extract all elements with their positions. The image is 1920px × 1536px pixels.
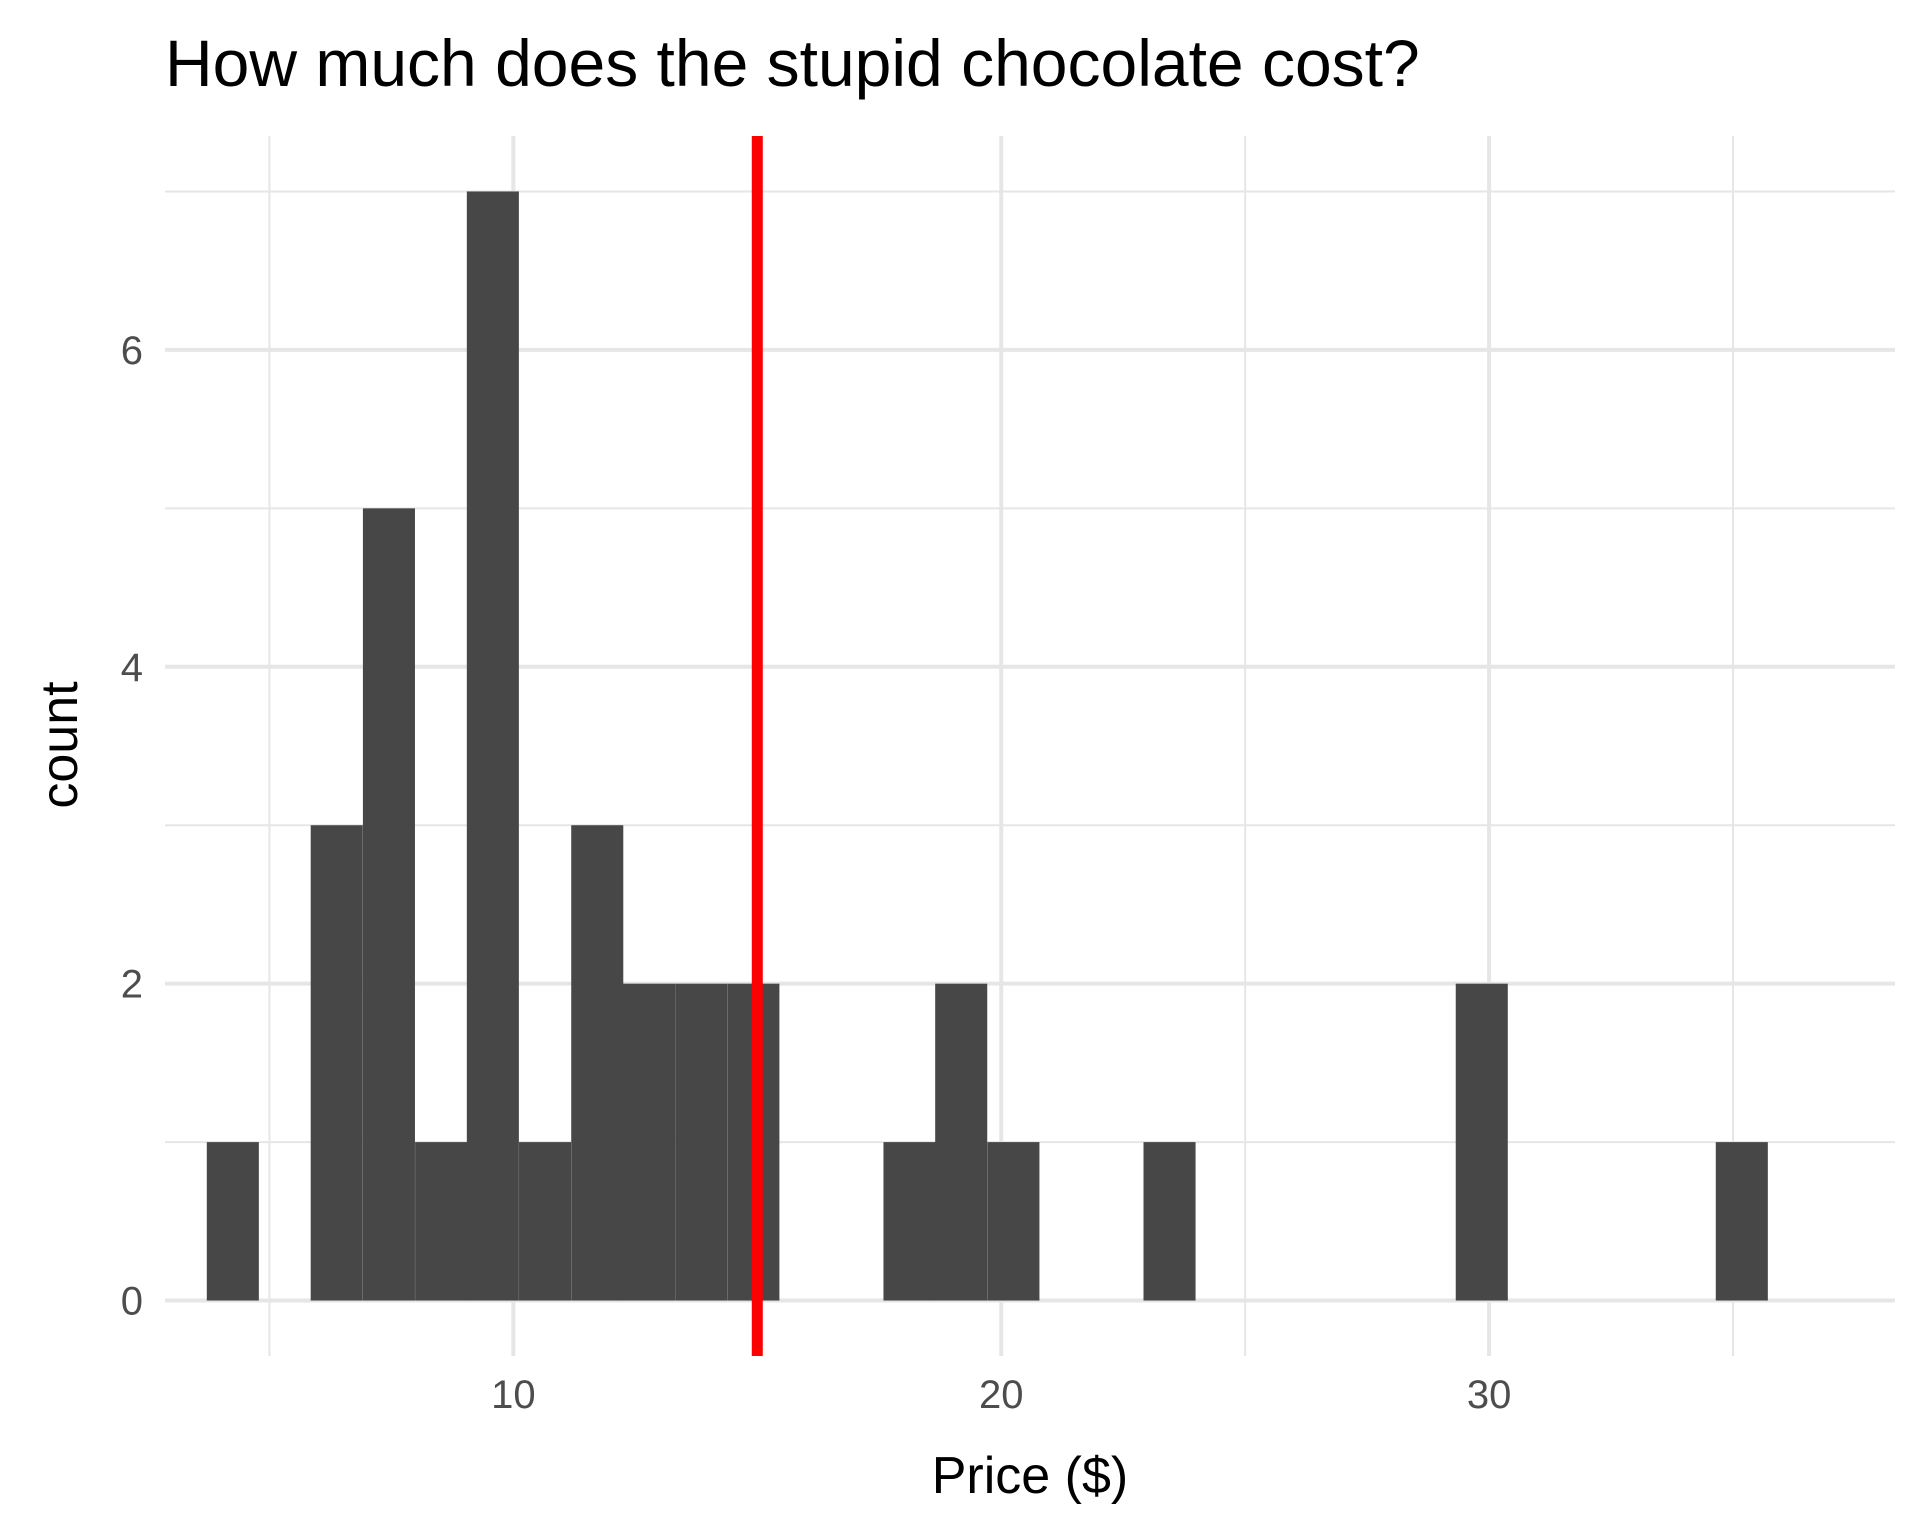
histogram-bar: [935, 983, 988, 1301]
histogram-bar: [362, 508, 415, 1301]
histogram-bars: [206, 191, 1768, 1301]
histogram-bar: [675, 983, 728, 1301]
histogram-bar: [987, 1142, 1040, 1301]
histogram-bar: [310, 825, 363, 1301]
histogram-bar: [519, 1142, 572, 1301]
x-tick-label: 10: [491, 1373, 536, 1417]
histogram-bar: [571, 825, 624, 1301]
chart-title: How much does the stupid chocolate cost?: [165, 26, 1420, 100]
y-axis-title: count: [31, 681, 89, 809]
x-tick-label: 30: [1467, 1373, 1512, 1417]
histogram-bar: [466, 191, 519, 1301]
y-tick-label: 2: [121, 963, 143, 1007]
histogram-bar: [622, 983, 675, 1301]
histogram-bar: [883, 1142, 936, 1301]
tick-labels: 0 2 4 6 10 20 30: [121, 329, 1512, 1417]
y-tick-label: 0: [121, 1280, 143, 1324]
histogram-bar: [1455, 983, 1508, 1301]
y-tick-label: 4: [121, 646, 143, 690]
histogram-bar: [415, 1142, 468, 1301]
histogram-bar: [1143, 1142, 1196, 1301]
y-tick-label: 6: [121, 329, 143, 373]
histogram-bar: [206, 1142, 259, 1301]
histogram-bar: [1715, 1142, 1768, 1301]
x-tick-label: 20: [979, 1373, 1024, 1417]
x-axis-title: Price ($): [932, 1447, 1128, 1505]
